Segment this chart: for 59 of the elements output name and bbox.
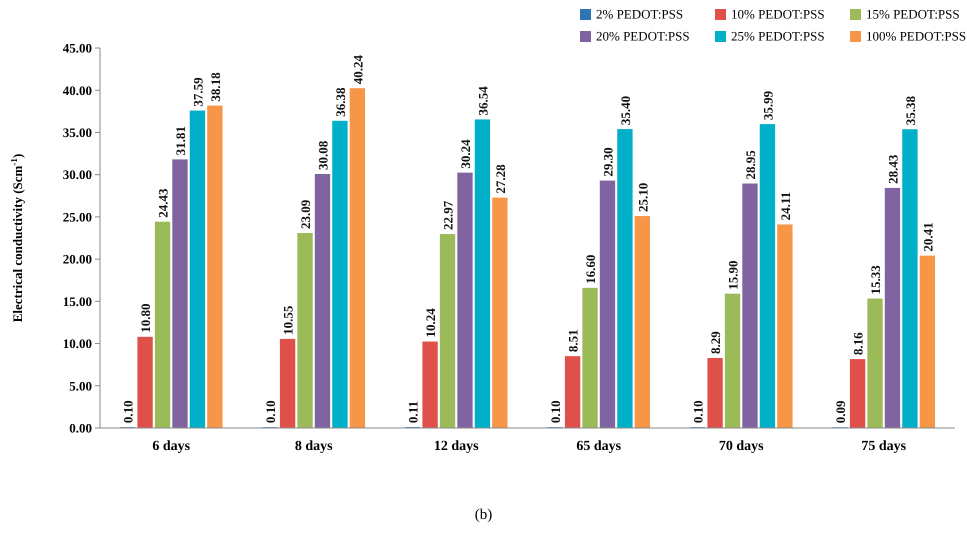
x-tick-label: 6 days: [152, 439, 191, 454]
x-tick-label: 8 days: [294, 439, 334, 454]
data-label: 28.95: [742, 150, 758, 180]
y-tick-label: 20.00: [62, 252, 92, 267]
x-tick-label: 70 days: [718, 439, 764, 454]
data-label: 20.41: [920, 222, 936, 252]
data-label: 35.38: [902, 95, 918, 126]
legend-label: 15% PEDOT:PSS: [866, 6, 960, 22]
data-label: 40.24: [350, 54, 366, 84]
data-label: 31.81: [172, 126, 188, 156]
x-tick-label: 75 days: [861, 439, 907, 454]
data-label: 8.51: [566, 329, 581, 352]
text: (b): [474, 507, 492, 523]
data-label: 36.54: [475, 86, 490, 116]
data-label: 25.10: [635, 182, 650, 212]
y-tick-label: 35.00: [62, 124, 92, 140]
data-label: 37.59: [190, 76, 206, 107]
data-label: 0.10: [263, 400, 278, 424]
legend-label: 25% PEDOT:PSS: [731, 28, 825, 44]
data-label: 15.33: [868, 264, 884, 295]
data-label: 0.10: [548, 400, 564, 424]
y-tick-label: 10.00: [62, 336, 92, 352]
data-label: 0.09: [833, 400, 848, 424]
data-label: 16.60: [583, 254, 598, 284]
y-tick-label: 0.00: [69, 420, 92, 436]
data-label: 0.10: [120, 400, 136, 424]
y-tick-label: 15.00: [62, 294, 92, 309]
y-tick-label: 25.00: [62, 209, 92, 224]
x-tick-label: 65 days: [576, 439, 622, 454]
data-label: 29.30: [600, 147, 616, 177]
data-label: 28.43: [885, 154, 900, 184]
y-tick-label: 5.00: [69, 378, 92, 394]
data-label: 15.90: [726, 260, 741, 290]
y-tick-label: 40.00: [62, 82, 92, 98]
data-label: 10.24: [423, 308, 438, 338]
data-label: 22.97: [440, 200, 456, 230]
data-label: 0.10: [690, 400, 706, 424]
legend-label: 2% PEDOT:PSS: [596, 6, 684, 22]
data-label: 35.40: [618, 96, 633, 126]
data-label: 10.55: [280, 305, 296, 335]
data-label: 30.24: [458, 138, 473, 169]
data-label: 8.29: [708, 330, 724, 354]
legend-label: 100% PEDOT:PSS: [866, 28, 966, 44]
data-label: 30.08: [315, 140, 330, 170]
data-label: 0.11: [406, 401, 421, 424]
data-label: 10.80: [138, 304, 154, 333]
x-tick-label: 12 days: [434, 439, 480, 454]
data-label: 8.16: [850, 332, 866, 356]
data-label: 24.43: [156, 188, 171, 218]
data-label: 35.99: [760, 90, 776, 120]
data-label: 27.28: [492, 164, 508, 194]
y-tick-label: 30.00: [62, 167, 92, 182]
legend-label: 20% PEDOT:PSS: [596, 28, 690, 44]
data-label: 36.38: [332, 87, 348, 117]
legend-label: 10% PEDOT:PSS: [731, 6, 825, 22]
data-label: 38.18: [208, 72, 223, 102]
y-tick-label: 45.00: [62, 40, 92, 56]
data-label: 23.09: [298, 199, 314, 230]
data-label: 24.11: [778, 192, 793, 220]
